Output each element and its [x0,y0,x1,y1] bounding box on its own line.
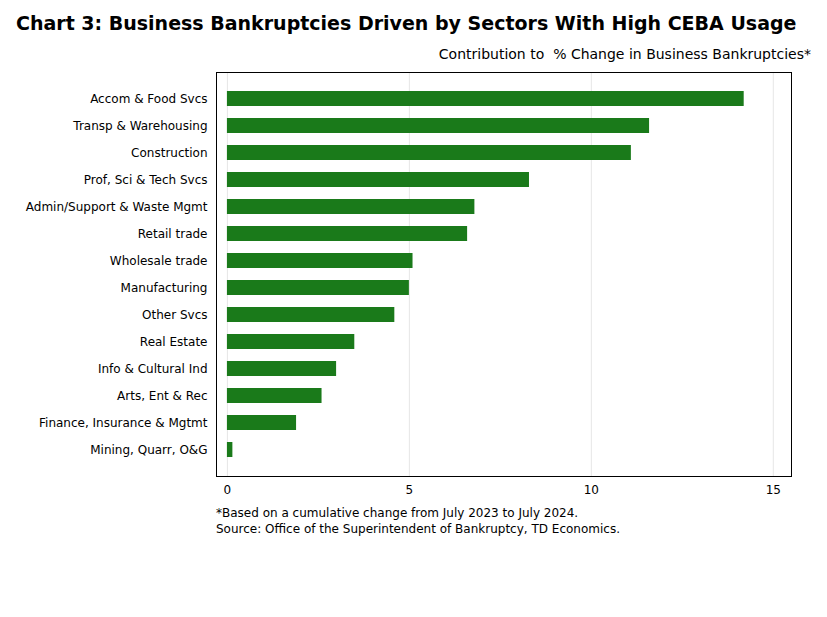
svg-text:Admin/Support & Waste Mgmt: Admin/Support & Waste Mgmt [26,200,208,214]
svg-text:10: 10 [584,483,599,497]
svg-text:Other Svcs: Other Svcs [142,308,207,322]
svg-text:Retail trade: Retail trade [138,227,208,241]
svg-text:0: 0 [224,483,232,497]
svg-text:Wholesale trade: Wholesale trade [110,254,208,268]
svg-text:Transp & Warehousing: Transp & Warehousing [72,119,207,133]
svg-text:Construction: Construction [131,146,207,160]
html-text:Contribution to % Change in Bu: Contribution to % Change in Business Ban… [438,45,811,62]
svg-text:Manufacturing: Manufacturing [121,281,208,295]
svg-text:Mining, Quarr, O&G: Mining, Quarr, O&G [90,443,207,457]
svg-text:Real Estate: Real Estate [140,335,208,349]
svg-text:Arts, Ent & Rec: Arts, Ent & Rec [117,389,207,403]
html-text:Source: Office of the Superint: Source: Office of the Superintendent of … [216,521,620,536]
svg-text:Prof, Sci & Tech Svcs: Prof, Sci & Tech Svcs [84,173,208,187]
svg-text:Finance, Insurance & Mgtmt: Finance, Insurance & Mgtmt [39,416,208,430]
html-text:Chart 3: Business Bankruptcies: Chart 3: Business Bankruptcies Driven by… [16,12,797,34]
svg-text:Info & Cultural Ind: Info & Cultural Ind [98,362,208,376]
svg-text:Accom & Food Svcs: Accom & Food Svcs [90,92,207,106]
html-text:*Based on a cumulative change: *Based on a cumulative change from July … [216,505,579,520]
svg-text:15: 15 [766,483,781,497]
svg-text:5: 5 [406,483,414,497]
